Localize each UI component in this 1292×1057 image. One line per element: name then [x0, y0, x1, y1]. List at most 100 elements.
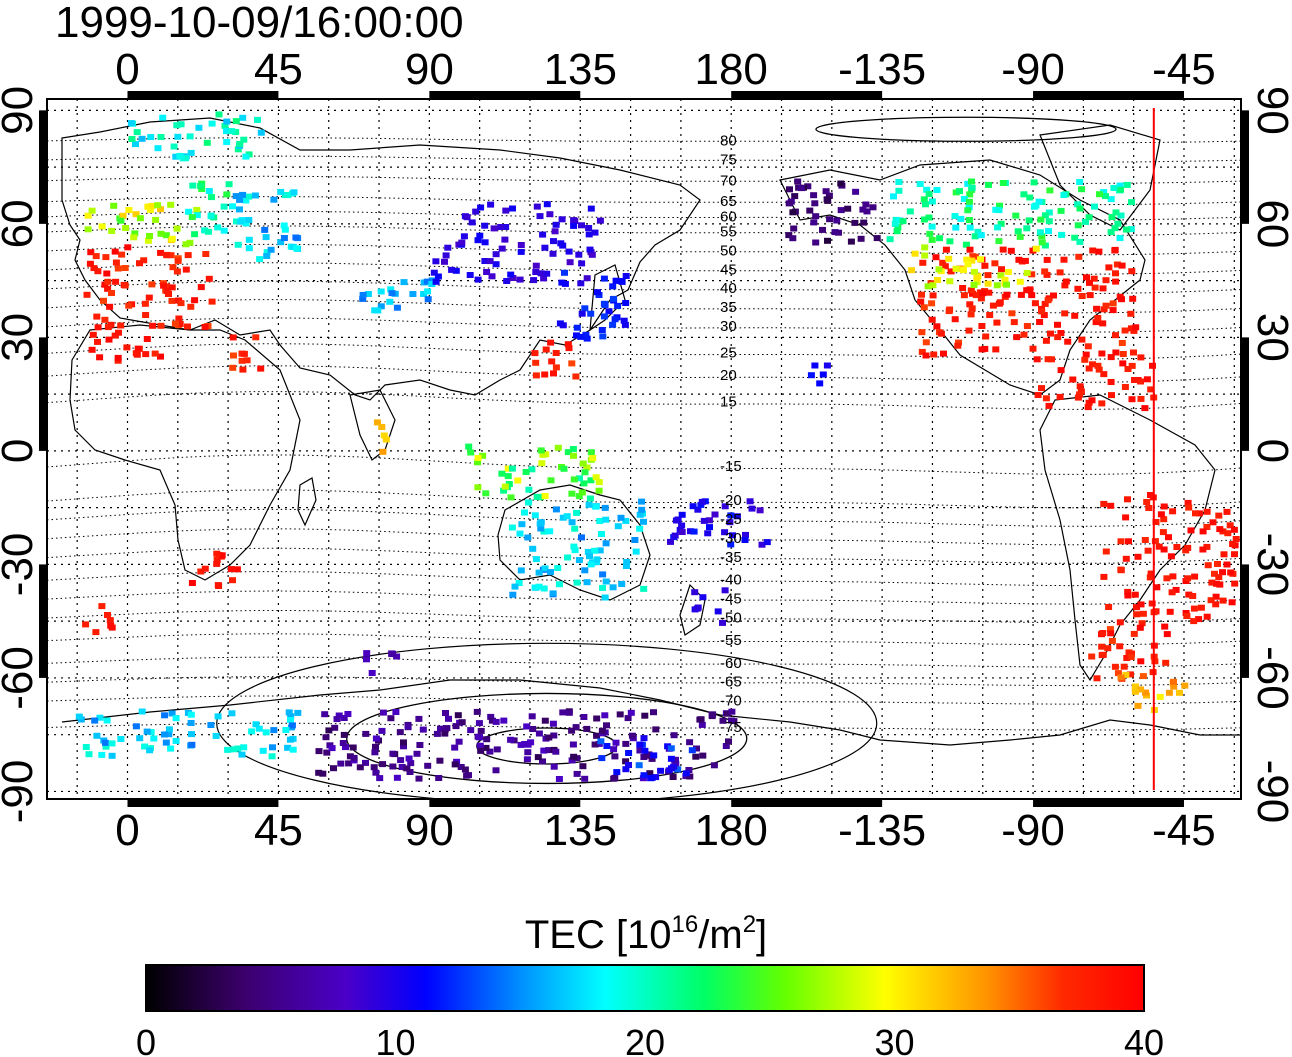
tec-cell	[167, 745, 175, 752]
tec-cell	[388, 290, 396, 297]
tec-cell	[1124, 588, 1132, 595]
tec-cell	[204, 228, 212, 235]
tec-cell	[646, 770, 654, 777]
tec-cell	[445, 715, 452, 722]
tec-cell	[1203, 524, 1211, 530]
tec-cell	[831, 229, 839, 236]
tec-cell	[919, 259, 927, 266]
tec-cell	[477, 747, 485, 754]
tec-cell	[1106, 626, 1114, 633]
tec-cell	[389, 750, 397, 757]
tec-cell	[290, 189, 298, 196]
tec-cell	[193, 212, 201, 219]
tec-cell	[721, 529, 729, 536]
tec-cell	[552, 506, 560, 513]
tec-cell	[721, 587, 729, 594]
tec-cell	[123, 344, 131, 351]
tec-cell	[1116, 182, 1124, 189]
tec-cell	[93, 732, 101, 739]
tec-cell	[614, 523, 622, 530]
tec-cell	[146, 233, 153, 239]
tec-cell	[378, 727, 386, 734]
longitude-tick-bottom: 90	[405, 806, 454, 855]
tec-cell	[325, 727, 333, 734]
tec-cell	[524, 741, 532, 748]
tec-cell	[573, 332, 580, 339]
longitude-tick-bottom: 0	[115, 806, 139, 855]
tec-cell	[671, 532, 679, 539]
tec-cell	[929, 282, 937, 289]
tec-cell	[160, 282, 168, 289]
tec-cell	[187, 149, 195, 156]
tec-cell	[482, 490, 490, 497]
tec-cell	[1156, 693, 1164, 700]
tec-cell	[240, 136, 248, 143]
tec-cell	[1223, 508, 1231, 515]
tec-cell	[552, 350, 560, 356]
tec-cell	[570, 543, 578, 550]
tec-cell	[172, 715, 180, 722]
tec-cell	[1082, 351, 1090, 358]
tec-cell	[579, 460, 587, 467]
tec-cell	[609, 584, 617, 591]
tec-cell	[387, 715, 395, 722]
tec-cell	[693, 745, 700, 752]
tec-cell	[966, 198, 973, 205]
tec-cell	[236, 206, 243, 213]
tec-cell	[564, 554, 572, 561]
tec-cell	[424, 762, 432, 769]
tec-cell	[511, 583, 519, 590]
tec-cell	[483, 269, 491, 275]
tec-cell	[627, 709, 635, 716]
tec-cell	[521, 509, 528, 516]
tec-cell	[1173, 544, 1181, 550]
tec-cell	[583, 464, 591, 471]
tec-cell	[94, 324, 102, 331]
tec-cell	[1060, 256, 1068, 263]
tec-cell	[1112, 349, 1120, 356]
tec-cell	[1114, 220, 1122, 227]
tec-cell	[168, 235, 176, 242]
tec-cell	[177, 121, 185, 128]
tec-cell	[419, 726, 427, 733]
tec-cell	[552, 364, 560, 371]
colorbar-tick-label: 30	[874, 1022, 914, 1057]
tec-cell	[1058, 231, 1066, 238]
tec-cell	[1007, 247, 1015, 254]
tec-cell	[1128, 199, 1135, 206]
tec-cell	[248, 728, 256, 735]
tec-cell	[563, 513, 571, 520]
tec-cell	[187, 303, 195, 310]
tec-cell	[474, 455, 482, 461]
tec-cell	[1026, 194, 1034, 201]
tec-cell	[108, 752, 116, 759]
tec-cell	[488, 273, 496, 280]
tec-cell	[104, 324, 112, 331]
tec-cell	[466, 272, 474, 278]
tec-cell	[1085, 365, 1093, 372]
tec-cell	[528, 466, 536, 473]
tec-cell	[591, 741, 599, 748]
contour-line	[47, 365, 1241, 383]
tec-cell	[548, 358, 556, 365]
tec-cell	[825, 192, 833, 199]
tec-cell	[1020, 331, 1028, 338]
latitude-tick-left: 30	[0, 313, 42, 362]
tec-cell	[920, 304, 928, 311]
tec-cell	[184, 252, 192, 259]
tec-cell	[240, 744, 248, 751]
tec-cell	[149, 322, 157, 329]
tec-cell	[550, 732, 558, 739]
tec-cell	[1163, 575, 1171, 582]
tec-cell	[1098, 350, 1106, 357]
tec-cell	[863, 208, 871, 215]
tec-cell	[502, 207, 510, 214]
tec-cell	[454, 712, 462, 719]
tec-cell	[570, 753, 578, 760]
tec-cell	[197, 284, 205, 291]
tec-cell	[261, 226, 269, 233]
tec-cell	[1155, 543, 1163, 550]
frame-bar-top	[429, 91, 581, 99]
tec-cell	[492, 251, 500, 258]
tec-cell	[923, 186, 931, 193]
